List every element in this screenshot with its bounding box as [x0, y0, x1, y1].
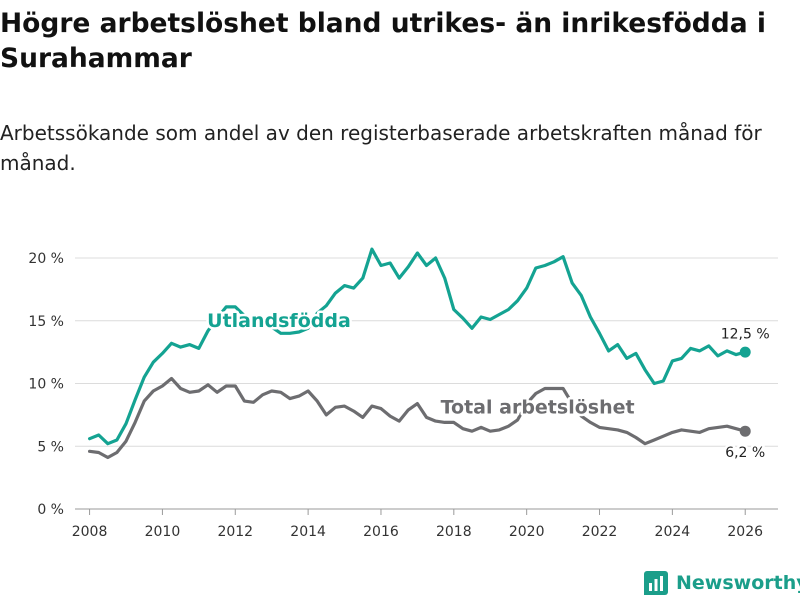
x-tick-label: 2020	[509, 524, 545, 540]
x-tick-label: 2026	[727, 524, 763, 540]
x-tick-label: 2008	[72, 524, 108, 540]
end-value-total: 6,2 %	[725, 445, 765, 461]
series-label-utlandsfodda: Utlandsfödda	[207, 310, 351, 332]
x-tick-label: 2012	[217, 524, 253, 540]
y-tick-label: 20 %	[28, 251, 64, 267]
end-value-utlandsfodda: 12,5 %	[721, 326, 770, 342]
y-axis-ticks: 0 % 5 % 10 % 15 % 20 %	[28, 251, 64, 518]
x-tick-label: 2014	[290, 524, 326, 540]
x-axis: 2008 2010 2012 2014 2016 2018 2020 2022 2024 2026	[72, 509, 763, 540]
series-label-total: Total arbetslöshet	[441, 397, 635, 419]
x-tick-label: 2022	[582, 524, 618, 540]
x-tick-label: 2010	[145, 524, 181, 540]
x-tick-label: 2016	[363, 524, 399, 540]
brand-logo: Newsworthy	[644, 568, 800, 598]
series-line-total	[87, 376, 747, 460]
y-tick-label: 10 %	[28, 377, 64, 393]
x-tick-label: 2018	[436, 524, 472, 540]
x-tick-label: 2024	[655, 524, 691, 540]
series-lines	[87, 247, 751, 460]
end-point-total	[739, 425, 751, 437]
brand-name: Newsworthy	[676, 572, 800, 594]
newsworthy-icon	[644, 571, 668, 595]
series-line-utlandsfodda	[87, 247, 747, 446]
y-tick-label: 0 %	[37, 502, 64, 518]
y-tick-label: 15 %	[28, 314, 64, 330]
grid-lines	[75, 257, 778, 510]
chart-subtitle: Arbetssökande som andel av den registerb…	[0, 121, 762, 175]
end-point-utlandsfodda	[739, 346, 751, 358]
chart-title: Högre arbetslöshet bland utrikes- än inr…	[0, 8, 766, 74]
y-tick-label: 5 %	[37, 439, 64, 455]
series-labels: Utlandsfödda Total arbetslöshet 12,5 % 6,2 …	[205, 308, 773, 464]
